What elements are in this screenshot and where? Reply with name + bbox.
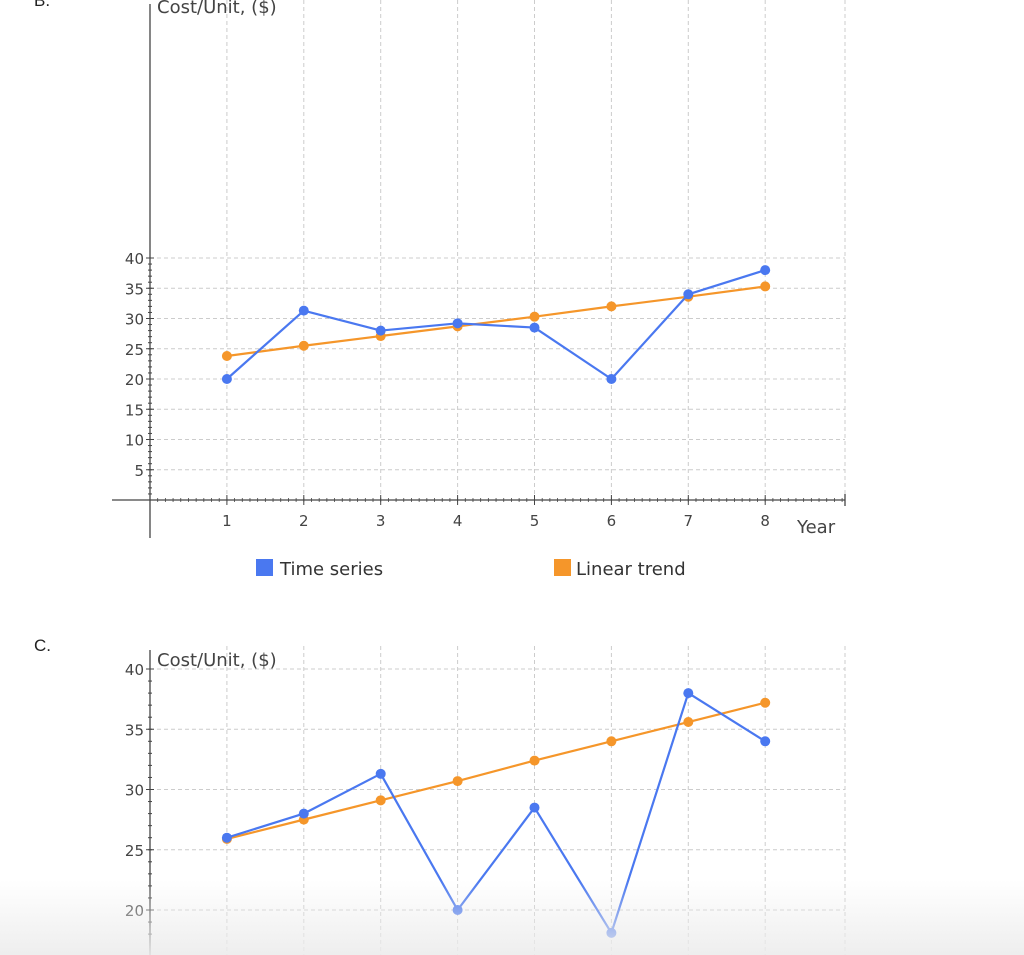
data-point-time-series — [683, 289, 694, 300]
data-point-time-series — [221, 374, 232, 384]
y-tick-label: 5 — [134, 462, 144, 480]
data-point-linear-trend — [452, 776, 463, 787]
legend-swatch-linear-trend — [554, 559, 571, 576]
data-point-time-series — [375, 768, 386, 779]
data-point-linear-trend — [529, 755, 540, 766]
y-tick-label: 30 — [125, 311, 144, 329]
data-point-linear-trend — [529, 311, 540, 322]
data-point-time-series — [683, 688, 694, 699]
y-tick-label: 25 — [125, 341, 144, 359]
data-point-time-series — [298, 305, 309, 316]
legend: Time series Linear trend — [256, 559, 686, 580]
legend-label-time-series: Time series — [279, 559, 383, 580]
x-tick-label: 3 — [376, 512, 386, 530]
x-tick-label: 8 — [760, 512, 770, 530]
legend-label-linear-trend: Linear trend — [576, 559, 686, 580]
x-tick-label: 4 — [453, 512, 463, 530]
y-axis-label: Cost/Unit, ($) — [157, 0, 277, 18]
series-line-time-series — [226, 269, 766, 381]
y-tick-label: 30 — [125, 782, 144, 800]
x-tick-label: 6 — [607, 512, 617, 530]
x-tick-label: 7 — [684, 512, 694, 530]
x-tick-label: 5 — [530, 512, 540, 530]
data-point-linear-trend — [298, 340, 309, 351]
series-line-time-series — [226, 691, 766, 934]
chart-c: 20 25 30 35 40 Cost/Unit, ($) — [125, 646, 846, 955]
y-tick-label: 20 — [125, 371, 144, 389]
data-point-time-series — [452, 318, 463, 329]
option-c-label: C. — [34, 636, 51, 655]
data-point-linear-trend — [760, 697, 771, 708]
x-tick-label: 1 — [222, 512, 232, 530]
data-point-linear-trend — [760, 281, 771, 292]
y-tick-label: 25 — [125, 842, 144, 860]
data-point-time-series — [452, 905, 463, 915]
data-point-time-series — [529, 322, 540, 333]
y-tick-label: 40 — [125, 661, 144, 679]
data-point-time-series — [298, 808, 309, 819]
data-point-linear-trend — [683, 717, 694, 728]
y-tick-label: 15 — [125, 401, 144, 419]
y-tick-label: 20 — [125, 902, 144, 920]
series-line-linear-trend — [226, 701, 766, 840]
y-axis-label: Cost/Unit, ($) — [157, 650, 277, 671]
data-point-linear-trend — [375, 795, 386, 806]
data-point-time-series — [606, 927, 617, 938]
x-axis-label: Year — [796, 517, 836, 538]
y-tick-label: 35 — [125, 721, 144, 739]
data-point-time-series — [221, 832, 232, 843]
option-b-label: B. — [34, 0, 51, 10]
y-tick-label: 10 — [125, 432, 144, 450]
data-point-time-series — [760, 265, 771, 276]
data-point-linear-trend — [606, 301, 617, 312]
y-tick-label: 40 — [125, 250, 144, 268]
y-tick-label: 35 — [125, 280, 144, 298]
chart-b: 5 10 15 20 25 30 35 40 Cost/Unit, ($) 1 2 3 4 5 6 7 8 Yea… — [112, 0, 846, 580]
data-point-time-series — [760, 736, 771, 747]
legend-swatch-time-series — [256, 559, 273, 576]
series-line-linear-trend — [226, 285, 766, 358]
data-point-linear-trend — [221, 351, 232, 362]
data-point-time-series — [375, 325, 386, 336]
data-point-linear-trend — [606, 736, 617, 747]
data-point-time-series — [606, 374, 617, 384]
data-point-time-series — [529, 802, 540, 813]
x-tick-label: 2 — [299, 512, 309, 530]
